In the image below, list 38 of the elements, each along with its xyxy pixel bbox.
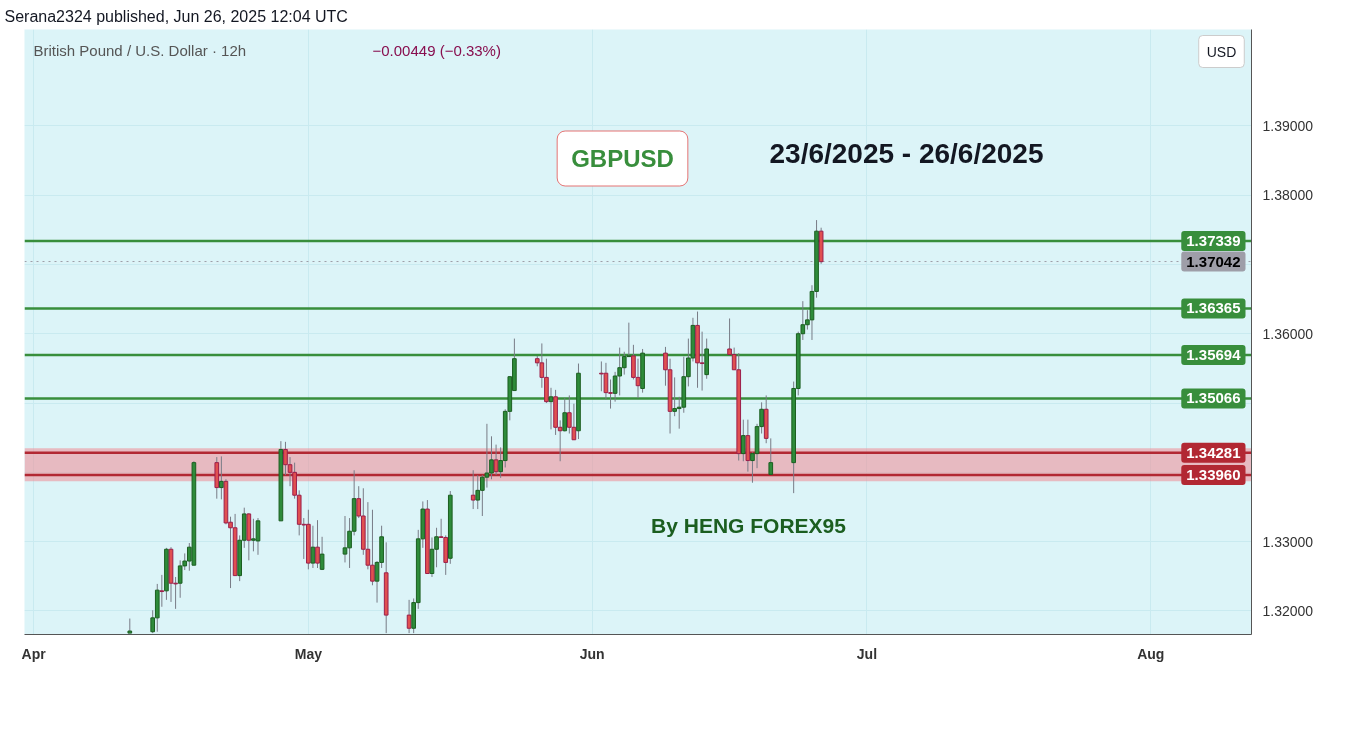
x-tick-label: Jun <box>579 645 605 662</box>
y-tick-label: 1.32000 <box>1262 602 1314 619</box>
ref-line-label: 1.37042 <box>1186 252 1241 270</box>
ref-line-label: 1.35694 <box>1186 345 1242 363</box>
annotation: 23/6/2025 - 26/6/2025 <box>769 138 1044 169</box>
text: British Pound / U.S. Dollar · 12h <box>33 42 247 59</box>
candlestick <box>319 536 325 571</box>
y-tick-label: 1.39000 <box>1262 117 1314 134</box>
ref-line-label: 1.35066 <box>1186 389 1241 407</box>
ref-line-label: 1.36365 <box>1186 299 1241 317</box>
candlestick <box>603 362 609 401</box>
candlestick <box>768 437 774 475</box>
candlestick <box>159 574 165 608</box>
candlestick <box>342 515 348 563</box>
candlestick <box>406 599 412 634</box>
candlestick <box>251 518 256 552</box>
ref-line-label: 1.34281 <box>1186 443 1241 461</box>
annotation: By HENG FOREX95 <box>651 514 847 537</box>
candlestick <box>548 387 554 430</box>
y-tick-label: 1.36000 <box>1262 325 1314 342</box>
annotation: GBPUSD <box>571 145 674 172</box>
candlestick <box>599 360 604 392</box>
chart-title: Serana2324 published, Jun 26, 2025 12:04 UTC <box>4 7 348 25</box>
y-tick-label: 1.33000 <box>1262 533 1314 550</box>
y-tick-label: 1.38000 <box>1262 187 1314 204</box>
ref-line-label: 1.37339 <box>1186 231 1241 249</box>
candlestick <box>315 519 320 569</box>
x-tick-label: Jul <box>856 645 878 662</box>
ref-line-label: 1.33960 <box>1186 466 1241 484</box>
x-tick-label: Apr <box>21 645 47 662</box>
y-axis-title: USD <box>1206 43 1237 60</box>
candlestick <box>470 469 476 510</box>
x-tick-label: May <box>294 645 323 662</box>
candlestick <box>255 517 261 556</box>
x-tick-label: Aug <box>1137 645 1165 662</box>
annotation: −0.00449 (−0.33%) <box>372 42 501 59</box>
candlestick <box>475 474 481 510</box>
candlestick <box>310 525 316 569</box>
